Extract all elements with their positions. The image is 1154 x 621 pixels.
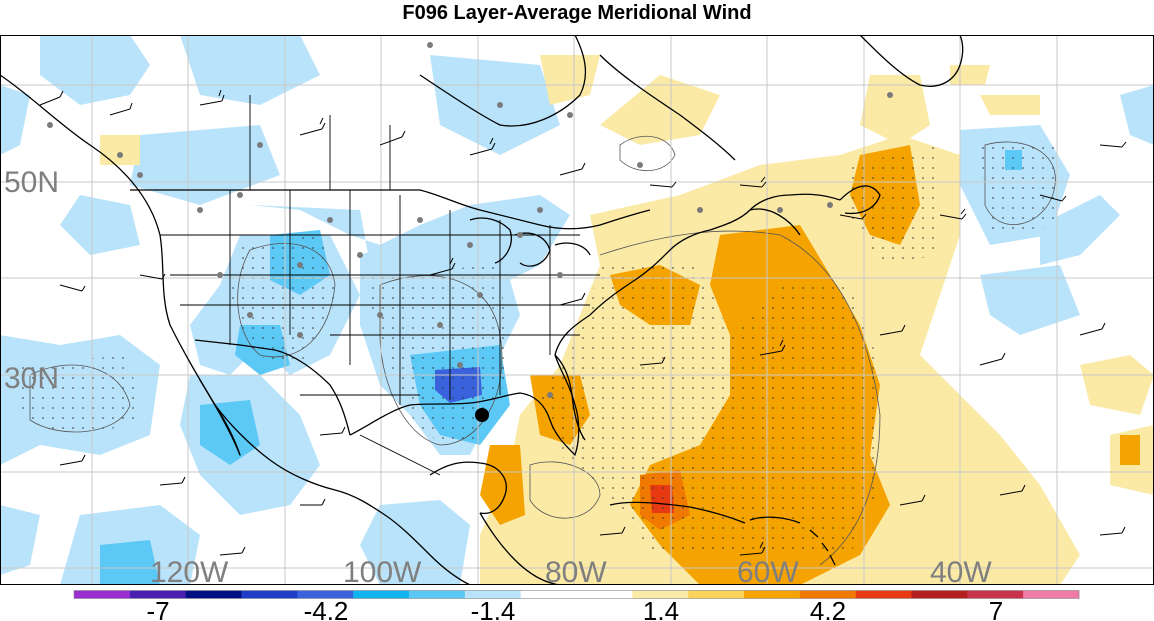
colorbar: -7 -4.2 -1.4 1.4 4.2 7 [73, 590, 1080, 621]
yucatan [429, 461, 507, 515]
longitude-labels: 120W 100W 80W 60W 40W [150, 556, 992, 585]
central-america [479, 512, 561, 585]
colorbar-swatch [576, 590, 633, 599]
us-mexico-border [194, 339, 351, 436]
colorbar-tick-neg-7: -7 [146, 596, 169, 621]
baja-california [199, 379, 241, 456]
nova-scotia-newfoundland [749, 185, 881, 236]
colorbar-swatches [74, 590, 1080, 599]
colorbar-swatch [297, 590, 354, 599]
observation-points [47, 42, 893, 398]
chart-title: F096 Layer-Average Meridional Wind [402, 2, 752, 24]
colorbar-swatch [1023, 590, 1080, 599]
coastlines-and-borders [0, 35, 964, 585]
meridional-wind-map: 50N 30N 120W 100W 80W 60W 40W [0, 35, 1154, 585]
lon-label-120w: 120W [150, 556, 229, 585]
colorbar-tick-7: 7 [989, 596, 1003, 621]
storm-center-marker [475, 408, 489, 422]
colorbar-swatch [74, 590, 131, 599]
wind-barbs [39, 89, 1127, 556]
lat-lon-grid [0, 35, 1154, 585]
lon-label-100w: 100W [343, 556, 422, 585]
colorbar-swatch [464, 590, 521, 599]
colorbar-tick-labels: -7 -4.2 -1.4 1.4 4.2 7 [146, 596, 1003, 621]
labrador [599, 54, 736, 161]
colorbar-swatch [353, 590, 410, 599]
lon-label-60w: 60W [737, 556, 799, 585]
colorbar-tick-1.4: 1.4 [643, 596, 679, 621]
lat-label-50n: 50N [4, 166, 59, 199]
florida [554, 354, 586, 441]
colorbar-swatch [799, 590, 856, 599]
state-borders [160, 95, 600, 476]
hispaniola [749, 516, 801, 524]
lon-label-40w: 40W [930, 556, 992, 585]
colorbar-swatch [911, 590, 968, 599]
colorbar-tick-neg-1.4: -1.4 [471, 596, 516, 621]
us-canada-border [130, 189, 651, 230]
colorbar-swatch [744, 590, 801, 599]
greenland-edge [859, 35, 964, 87]
hudson-bay [419, 35, 587, 127]
colorbar-swatch [520, 590, 577, 599]
colorbar-tick-neg-4.2: -4.2 [304, 596, 349, 621]
colorbar-swatch [855, 590, 912, 599]
colorbar-tick-4.2: 4.2 [810, 596, 846, 621]
colorbar-frame [73, 590, 1080, 599]
caribbean-islands [809, 529, 836, 566]
colorbar-swatch [632, 590, 689, 599]
latitude-labels: 50N 30N [4, 166, 59, 395]
cuba [609, 501, 746, 524]
colorbar-swatch [129, 590, 186, 599]
colorbar-swatch [185, 590, 242, 599]
colorbar-swatch [967, 590, 1024, 599]
lat-label-30n: 30N [4, 362, 59, 395]
colorbar-swatch [241, 590, 298, 599]
lon-label-80w: 80W [545, 556, 607, 585]
colorbar-swatch [409, 590, 466, 599]
colorbar-swatch [688, 590, 745, 599]
contour-lines [29, 136, 1056, 566]
gulf-coast [349, 314, 591, 456]
east-coast [589, 193, 841, 316]
